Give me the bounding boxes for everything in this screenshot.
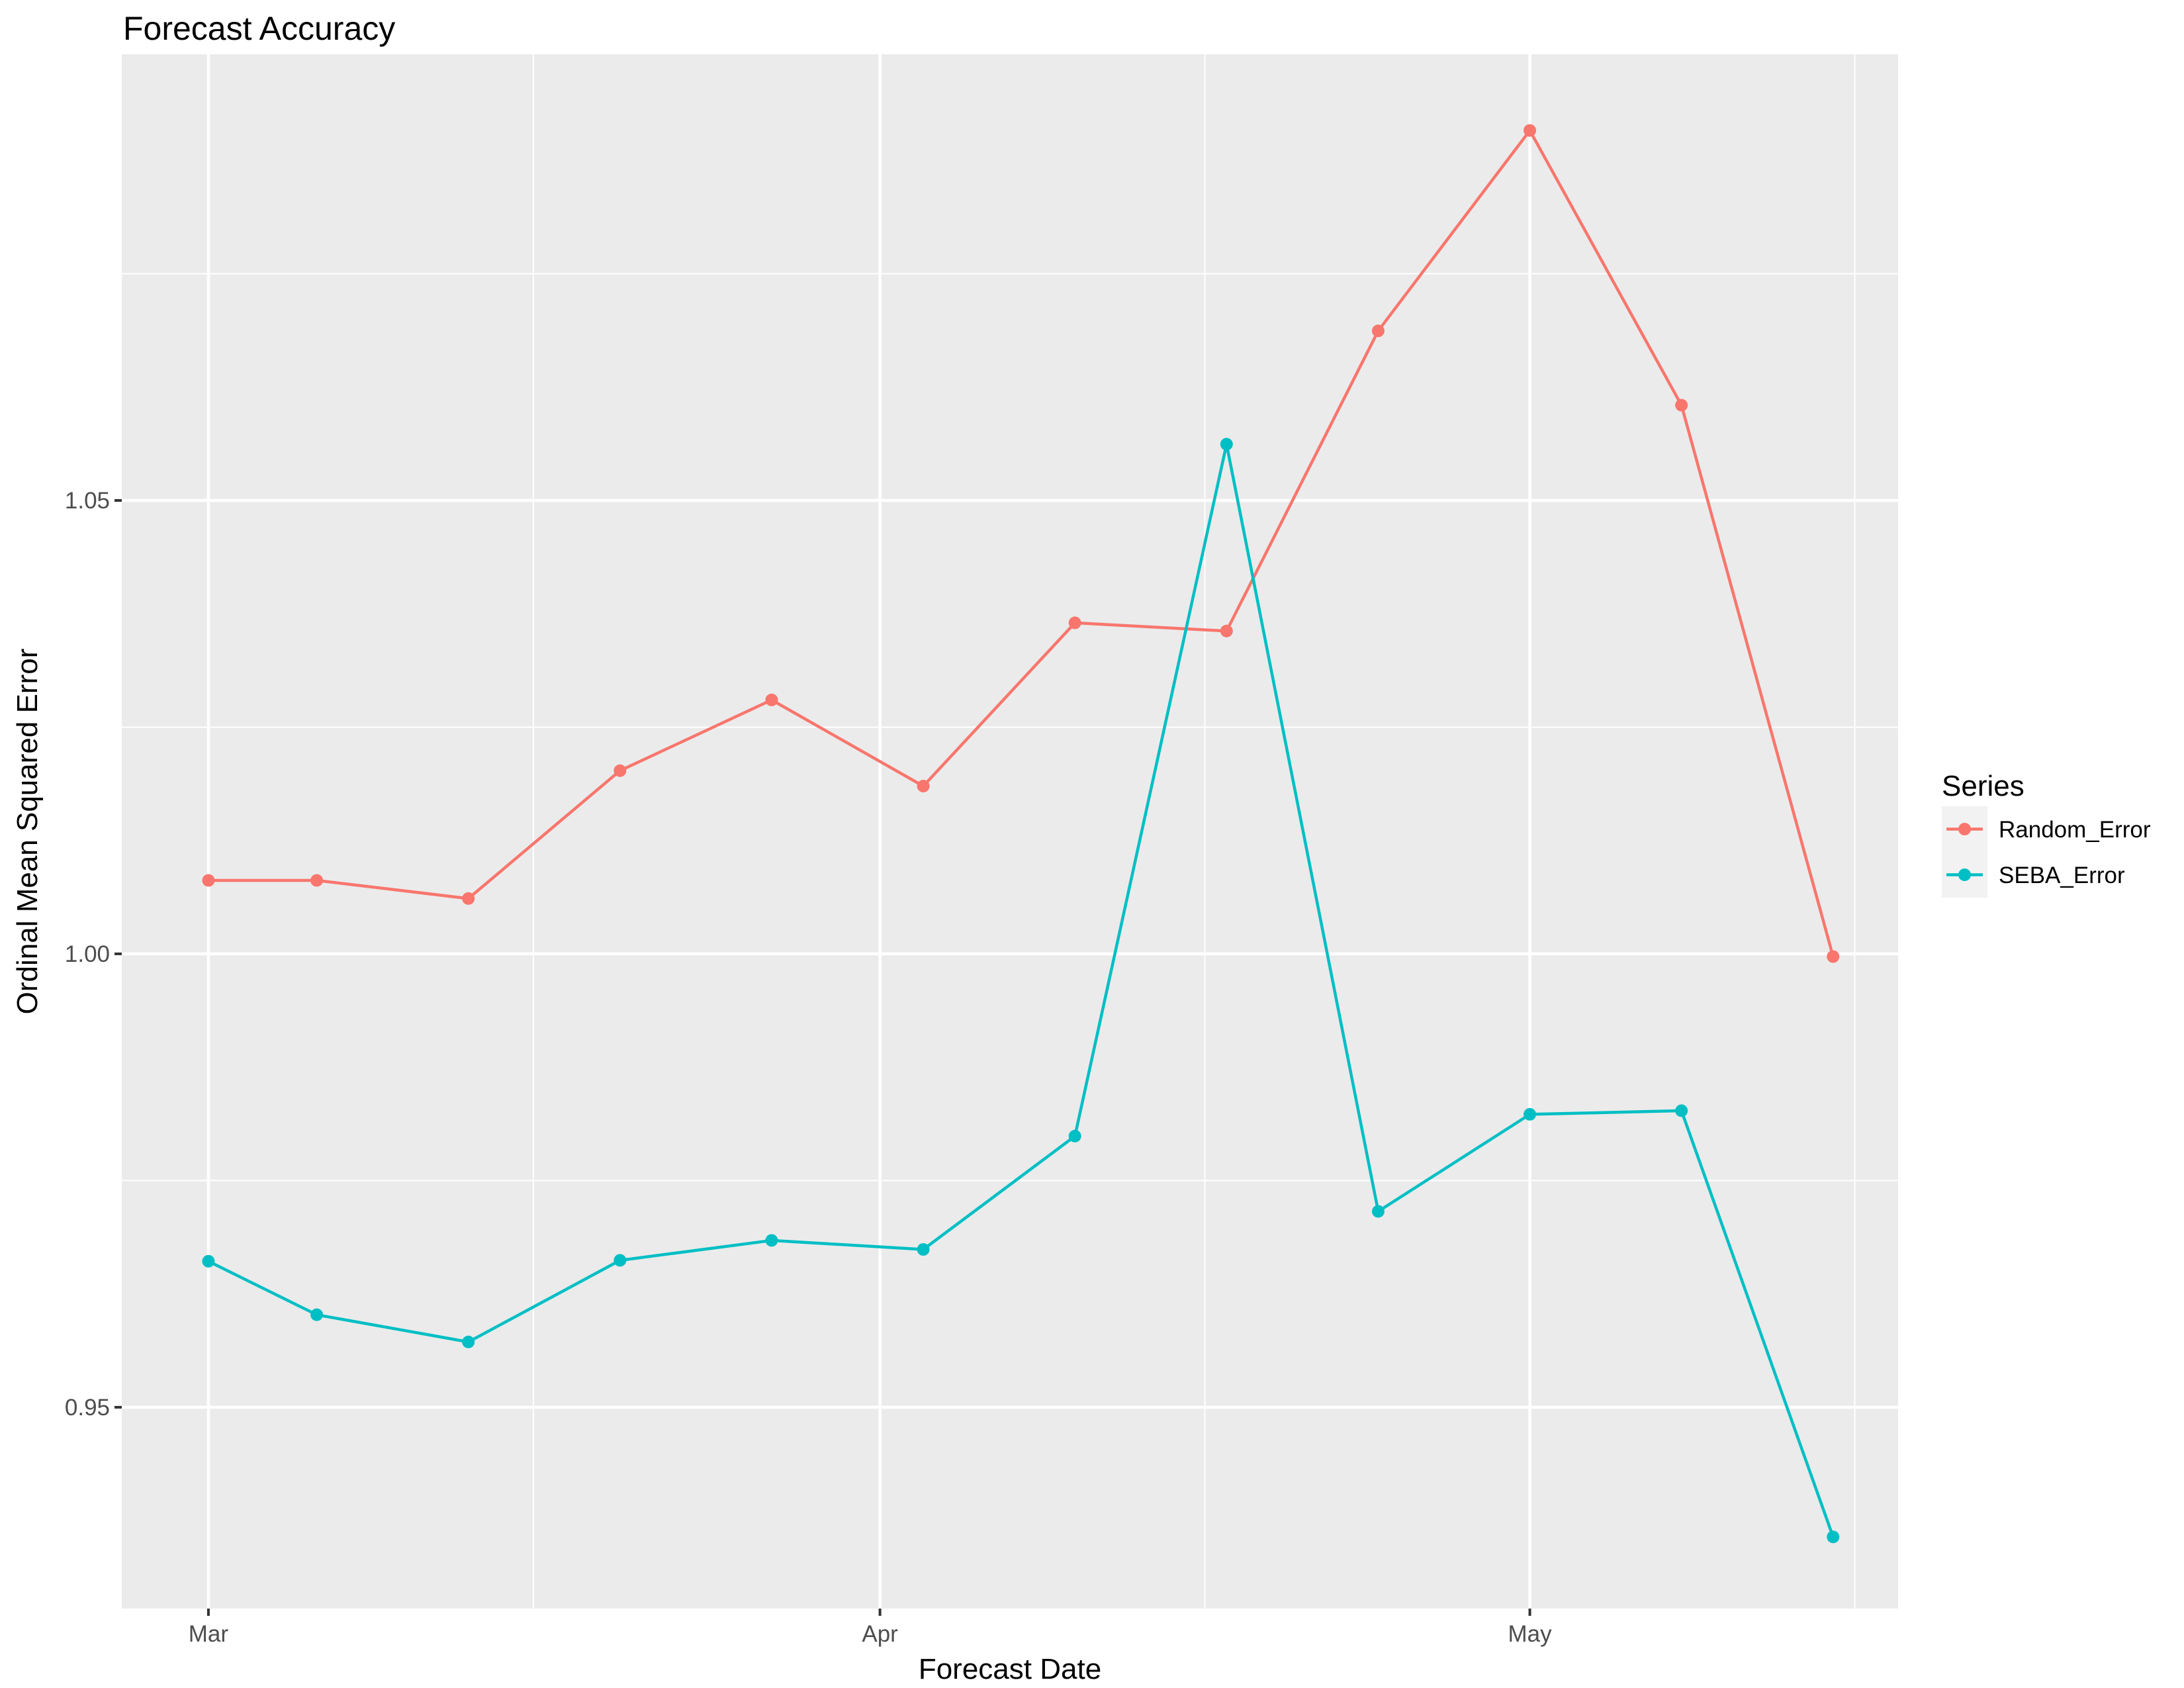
x-tick-label: Apr <box>862 1621 898 1647</box>
legend-label-seba-error: SEBA_Error <box>1999 863 2125 888</box>
y-tick-label: 1.05 <box>65 488 110 514</box>
data-point-seba-error <box>462 1335 475 1348</box>
series-lines <box>207 128 1835 1538</box>
legend: Series Random_Error SEBA_Error <box>1942 770 2151 898</box>
data-point-seba-error <box>1675 1104 1688 1117</box>
data-point-seba-error <box>1068 1129 1081 1143</box>
legend-title: Series <box>1942 770 2025 802</box>
data-point-random-error <box>1675 399 1688 412</box>
data-point-seba-error <box>1524 1107 1537 1121</box>
data-point-random-error <box>765 693 778 706</box>
data-point-seba-error <box>310 1308 324 1321</box>
data-point-random-error <box>202 874 215 887</box>
data-point-seba-error <box>202 1254 215 1268</box>
series-line-random-error <box>208 128 1835 957</box>
y-tick-label: 1.00 <box>65 941 110 967</box>
data-point-seba-error <box>765 1234 778 1247</box>
data-point-random-error <box>917 780 930 793</box>
data-point-random-error <box>462 892 475 905</box>
x-axis: Mar Apr May <box>189 1609 1552 1647</box>
y-tick-label: 0.95 <box>65 1395 110 1421</box>
data-point-random-error <box>310 874 324 887</box>
legend-key-point-seba-error <box>1958 868 1971 881</box>
y-axis: 0.95 1.00 1.05 <box>65 488 122 1421</box>
data-point-random-error <box>1827 950 1840 963</box>
data-point-random-error <box>1524 124 1537 137</box>
x-tick-label: Mar <box>189 1621 229 1647</box>
x-axis-title: Forecast Date <box>919 1653 1101 1685</box>
data-point-random-error <box>1068 616 1081 630</box>
legend-label-random-error: Random_Error <box>1999 817 2151 843</box>
data-point-seba-error <box>1827 1530 1840 1544</box>
chart-title: Forecast Accuracy <box>123 10 395 47</box>
legend-key-point-random-error <box>1958 823 1971 835</box>
plot-panel <box>122 54 1898 1609</box>
data-point-random-error <box>1371 324 1385 338</box>
grid-major-lines <box>122 54 1898 1609</box>
x-tick-label: May <box>1508 1621 1552 1647</box>
data-point-seba-error <box>917 1243 930 1256</box>
grid-minor-lines <box>122 54 1898 1609</box>
y-axis-title: Ordinal Mean Squared Error <box>11 649 44 1015</box>
legend-items: Random_Error SEBA_Error <box>1942 806 2151 898</box>
data-point-random-error <box>614 764 627 777</box>
data-point-random-error <box>1220 624 1233 637</box>
series-line-seba-error <box>207 442 1835 1538</box>
data-point-seba-error <box>1371 1205 1385 1218</box>
series-points <box>202 124 1840 1544</box>
data-point-seba-error <box>1220 438 1233 451</box>
data-point-seba-error <box>614 1254 627 1267</box>
